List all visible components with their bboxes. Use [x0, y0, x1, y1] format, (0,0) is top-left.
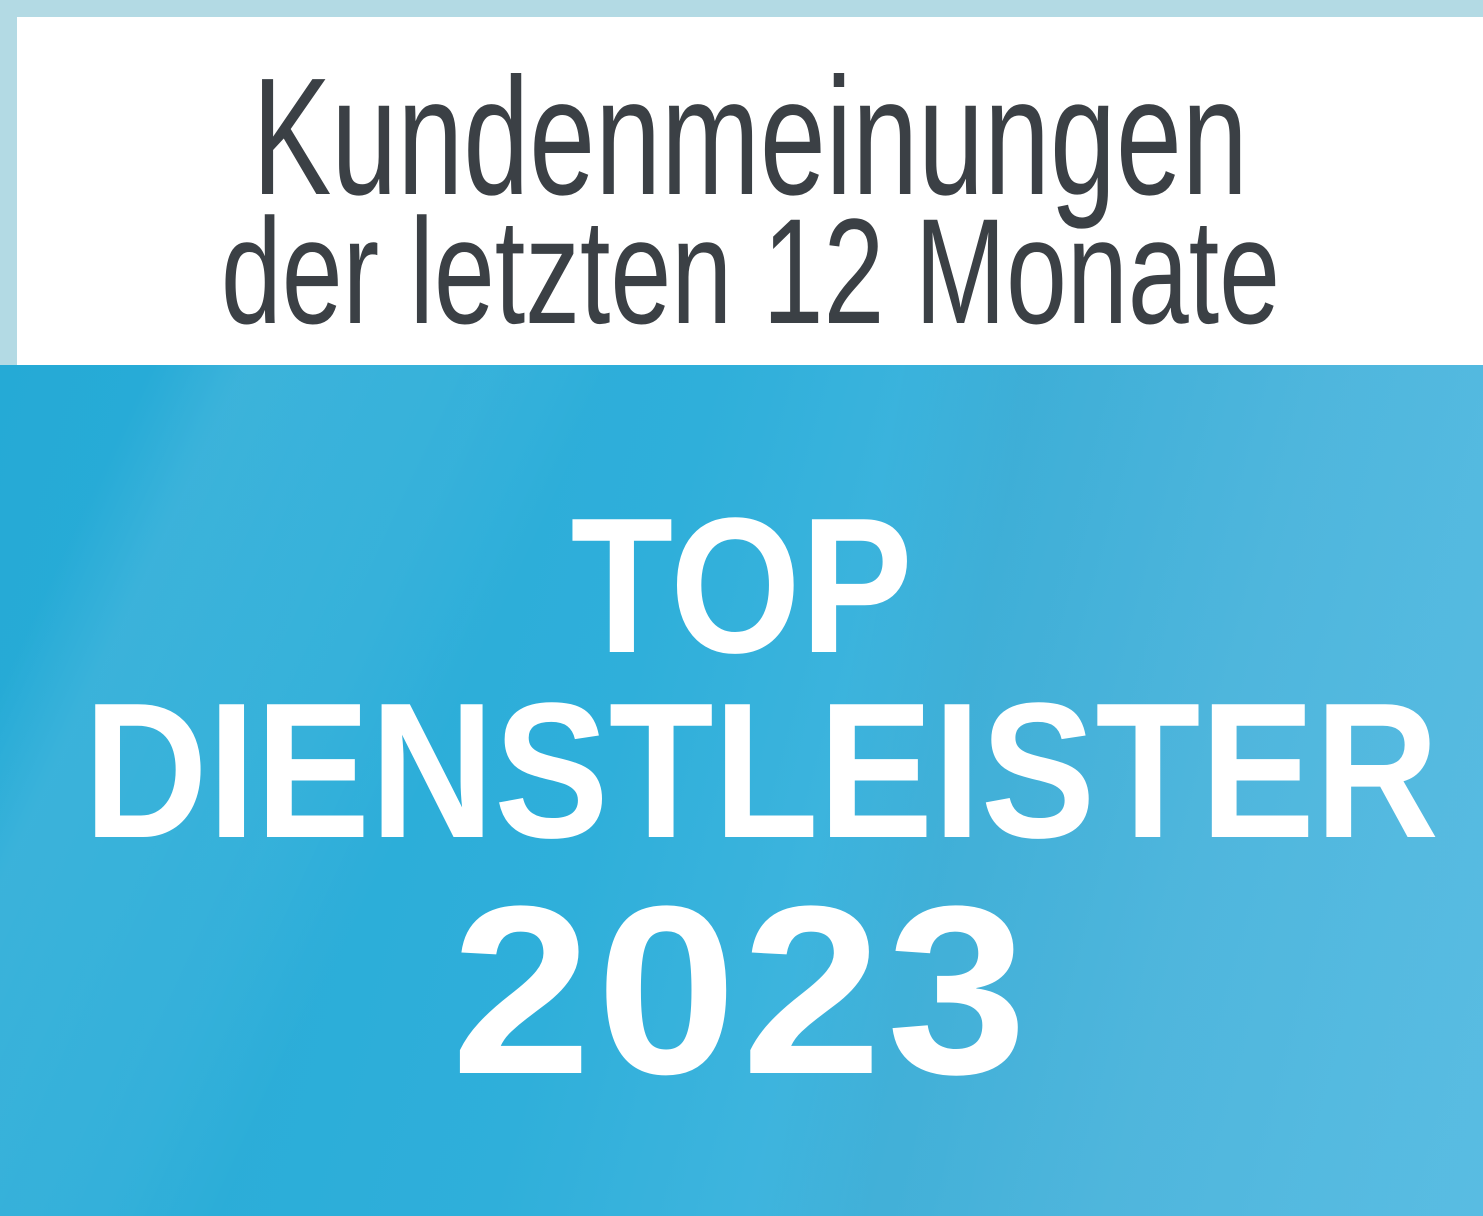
award-word-top: TOP: [0, 489, 1483, 682]
award-word-dienstleister-text: DIENSTLEISTER: [83, 662, 1439, 878]
header-title-text: Kundenmeinungen: [252, 44, 1248, 230]
header-subtitle-text: der letzten 12 Monate: [220, 187, 1280, 355]
award-year-text: 2023: [451, 856, 1032, 1124]
header-subtitle: der letzten 12 Monate: [17, 196, 1483, 346]
award-year: 2023: [0, 870, 1483, 1110]
header-title: Kundenmeinungen: [17, 54, 1483, 221]
award-word-dienstleister: DIENSTLEISTER: [0, 674, 1483, 867]
header-panel: [17, 17, 1483, 365]
award-word-top-text: TOP: [570, 477, 913, 693]
